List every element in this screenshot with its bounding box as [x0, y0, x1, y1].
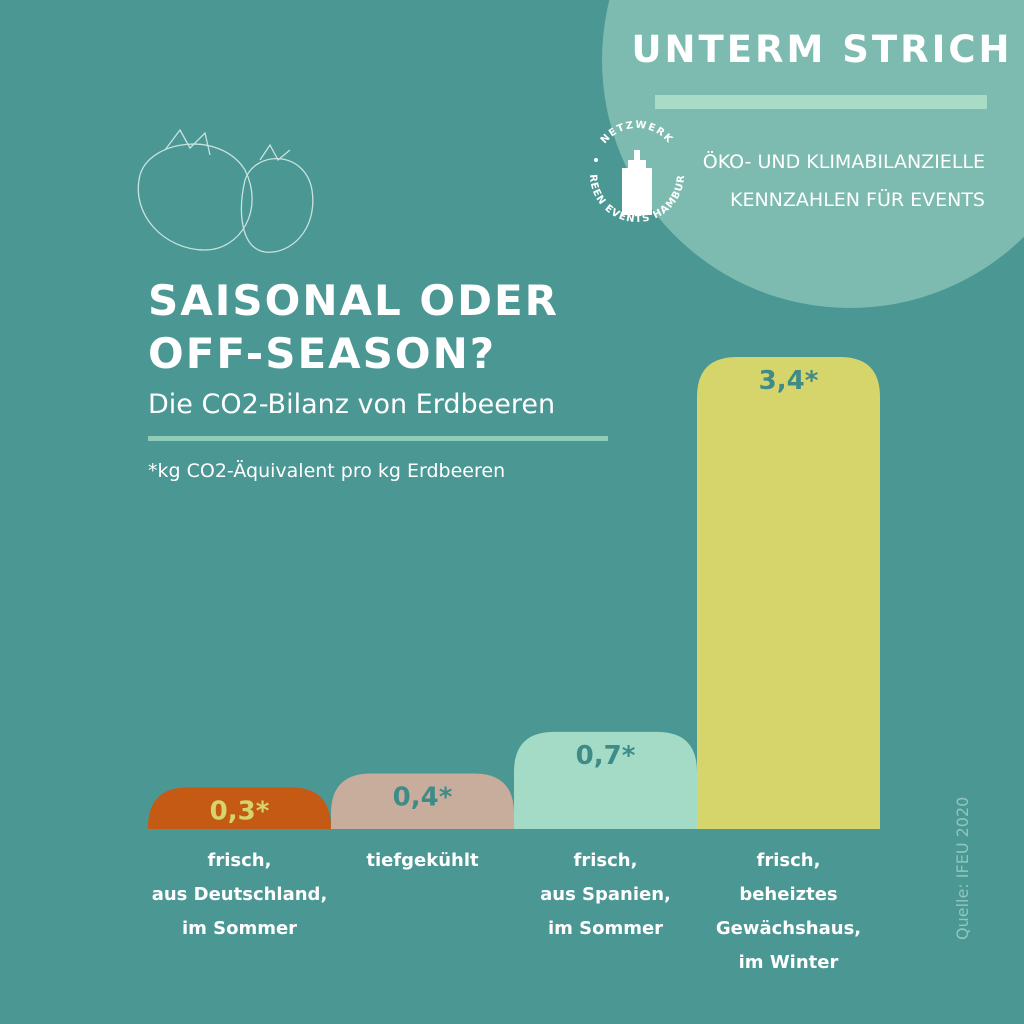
source: Quelle: IFEU 2020 — [953, 797, 972, 940]
header-subtitle: ÖKO- UND KLIMABILANZIELLE — [703, 150, 985, 173]
logo-castle — [622, 150, 652, 215]
category-label: im Sommer — [182, 918, 297, 939]
category-label: aus Deutschland, — [152, 884, 328, 905]
value-label: 3,4* — [759, 366, 819, 396]
category-label: frisch, — [757, 850, 821, 871]
bar — [514, 731, 697, 829]
header-rule — [655, 95, 987, 109]
value-label: 0,3* — [210, 796, 270, 826]
logo-dot — [594, 158, 598, 162]
category-label: im Winter — [739, 952, 839, 973]
category-label: im Sommer — [548, 918, 663, 939]
bar — [697, 357, 880, 829]
value-label: 0,4* — [393, 782, 453, 812]
bar — [148, 787, 331, 829]
category-label: beheiztes — [739, 884, 837, 905]
category-label: frisch, — [574, 850, 638, 871]
header-subtitle: KENNZAHLEN FÜR EVENTS — [730, 188, 985, 211]
chart-subtitle: Die CO2-Bilanz von Erdbeeren — [148, 389, 555, 420]
chart-title: SAISONAL ODER — [148, 276, 559, 325]
strawberry-illustration — [137, 128, 314, 253]
category-label: frisch, — [208, 850, 272, 871]
category-label: Gewächshaus, — [716, 918, 861, 939]
bar — [331, 773, 514, 829]
note: *kg CO2-Äquivalent pro kg Erdbeeren — [148, 459, 505, 482]
header-title: UNTERM STRICH — [632, 28, 1013, 71]
category-label: tiefgekühlt — [366, 850, 479, 871]
category-label: aus Spanien, — [540, 884, 671, 905]
value-label: 0,7* — [576, 741, 636, 771]
chart-title: OFF-SEASON? — [148, 329, 496, 378]
header-circle — [602, 0, 1024, 308]
title-rule — [148, 436, 608, 441]
